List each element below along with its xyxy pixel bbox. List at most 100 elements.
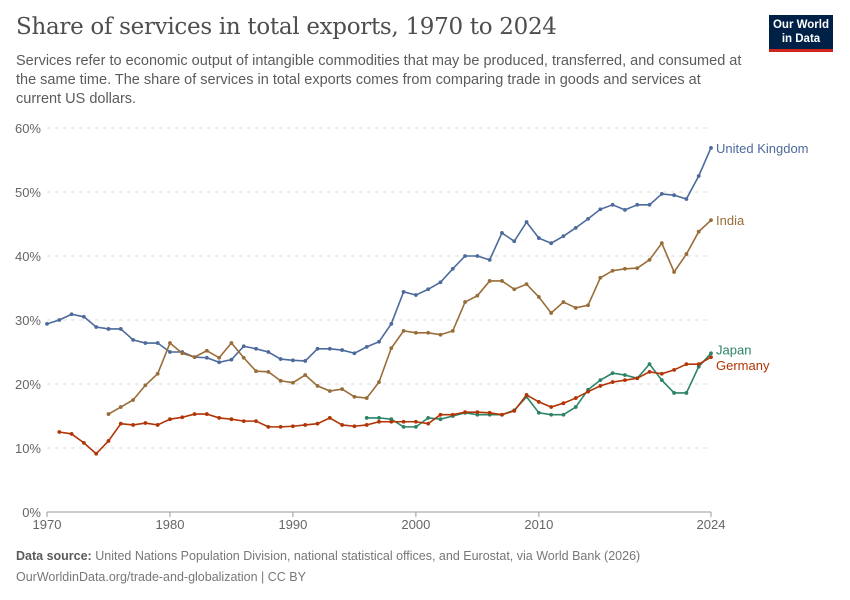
data-point-india [696, 229, 701, 234]
data-point-germany [623, 378, 627, 383]
data-point-united-kingdom [561, 234, 566, 239]
data-point-germany [659, 371, 664, 376]
data-point-india [352, 394, 357, 399]
data-point-india [118, 405, 123, 409]
data-point-germany [291, 424, 295, 429]
data-point-united-kingdom [204, 355, 209, 360]
data-point-united-kingdom [696, 174, 701, 178]
data-point-germany [413, 419, 418, 424]
data-point-japan [536, 410, 541, 415]
data-point-india [143, 383, 148, 388]
data-point-india [463, 300, 467, 304]
data-point-united-kingdom [229, 357, 234, 362]
data-point-germany [377, 419, 381, 424]
data-point-germany [684, 362, 689, 367]
data-point-india [217, 355, 222, 360]
data-point-united-kingdom [155, 341, 160, 345]
data-point-germany [438, 412, 443, 417]
source-url[interactable]: OurWorldinData.org/trade-and-globalizati… [16, 570, 306, 584]
data-point-india [598, 275, 603, 280]
data-point-germany [118, 421, 123, 426]
data-point-india [401, 328, 406, 333]
data-point-united-kingdom [118, 327, 123, 331]
data-point-germany [696, 362, 701, 367]
data-point-united-kingdom [168, 350, 172, 354]
data-point-united-kingdom [389, 321, 394, 326]
data-point-united-kingdom [426, 287, 431, 292]
data-point-germany [635, 376, 640, 381]
owid-logo[interactable]: Our World in Data [769, 15, 833, 52]
data-point-germany [303, 423, 308, 427]
data-point-germany [94, 451, 99, 456]
data-point-india [549, 311, 554, 315]
data-point-germany [69, 432, 74, 436]
data-point-india [278, 378, 283, 383]
data-point-germany [401, 419, 406, 424]
data-point-india [192, 355, 197, 360]
y-tick-label: 60% [15, 121, 41, 136]
x-tick-label: 2000 [401, 517, 430, 532]
data-point-india [635, 266, 640, 271]
data-point-japan [659, 378, 664, 383]
data-point-india [389, 346, 394, 351]
y-tick-label: 10% [15, 441, 41, 456]
data-point-india [500, 279, 504, 283]
data-point-india [364, 396, 369, 400]
data-point-united-kingdom [487, 257, 492, 262]
data-point-united-kingdom [573, 225, 578, 230]
data-point-united-kingdom [512, 239, 517, 244]
y-tick-label: 0% [22, 505, 41, 520]
data-point-india [426, 330, 431, 335]
y-tick-label: 40% [15, 249, 41, 264]
data-point-united-kingdom [45, 321, 49, 326]
data-point-india [204, 348, 209, 353]
data-point-india [561, 300, 566, 304]
data-point-germany [168, 417, 172, 422]
data-point-india [131, 398, 135, 402]
series-label-germany: Germany [716, 358, 770, 373]
data-point-germany [266, 424, 271, 429]
data-point-united-kingdom [278, 357, 283, 361]
data-point-united-kingdom [340, 348, 345, 352]
x-tick-label: 2010 [524, 517, 553, 532]
data-point-united-kingdom [57, 318, 62, 322]
data-point-united-kingdom [143, 341, 148, 345]
data-point-germany [180, 415, 185, 420]
data-point-germany [106, 439, 111, 443]
data-point-india [487, 279, 492, 283]
y-tick-label: 20% [15, 377, 41, 392]
data-point-united-kingdom [131, 337, 135, 342]
data-point-united-kingdom [684, 197, 689, 201]
data-point-india [327, 389, 332, 393]
data-point-united-kingdom [463, 254, 467, 258]
data-point-germany [512, 408, 517, 413]
data-point-united-kingdom [303, 359, 308, 363]
data-point-india [512, 287, 517, 292]
data-point-germany [364, 423, 369, 427]
data-point-united-kingdom [106, 327, 111, 331]
data-point-united-kingdom [327, 346, 332, 351]
data-source: Data source: United Nations Population D… [16, 549, 640, 563]
data-point-germany [217, 416, 222, 420]
data-point-germany [389, 419, 394, 424]
data-point-japan [413, 424, 418, 429]
data-point-japan [549, 412, 554, 417]
data-point-germany [229, 417, 234, 422]
data-point-japan [426, 416, 431, 420]
data-point-india [475, 293, 480, 298]
data-point-united-kingdom [610, 202, 615, 207]
data-point-germany [192, 412, 197, 416]
data-point-india [315, 384, 320, 388]
data-point-germany [315, 421, 320, 426]
data-point-united-kingdom [536, 236, 541, 240]
data-point-united-kingdom [413, 293, 418, 297]
data-point-india [155, 371, 160, 376]
data-point-germany [586, 389, 590, 394]
data-point-india [413, 330, 418, 335]
chart-title: Share of services in total exports, 1970… [16, 14, 557, 40]
data-point-united-kingdom [364, 344, 369, 349]
data-point-india [573, 305, 578, 310]
data-point-united-kingdom [217, 360, 222, 365]
data-point-india [684, 252, 689, 256]
